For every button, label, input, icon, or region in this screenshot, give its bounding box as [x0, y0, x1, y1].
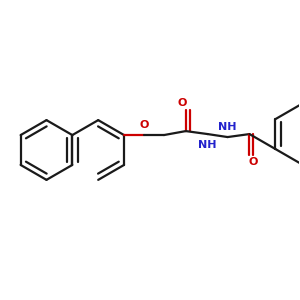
Text: O: O [177, 98, 187, 108]
Text: O: O [139, 120, 149, 130]
Text: NH: NH [198, 140, 217, 149]
Text: O: O [249, 157, 258, 167]
Text: NH: NH [218, 122, 237, 132]
